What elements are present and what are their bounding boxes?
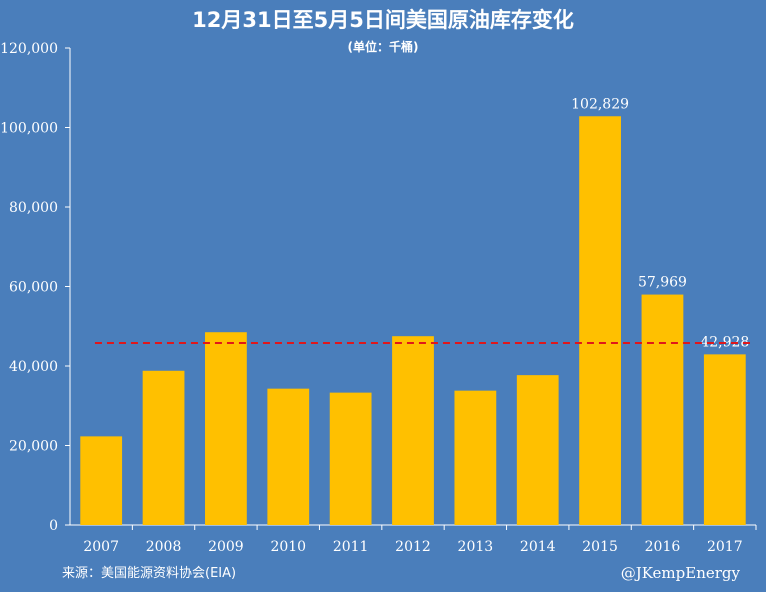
y-tick-label: 120,000 bbox=[0, 41, 58, 57]
x-tick-label: 2015 bbox=[582, 539, 618, 555]
x-tick-label: 2012 bbox=[395, 539, 431, 555]
y-tick-label: 0 bbox=[49, 518, 58, 534]
y-tick-label: 100,000 bbox=[0, 121, 58, 137]
y-tick-label: 80,000 bbox=[9, 200, 58, 216]
data-label: 57,969 bbox=[638, 275, 687, 291]
bar-2014 bbox=[516, 375, 559, 525]
x-tick-label: 2013 bbox=[458, 539, 494, 555]
bar-2016 bbox=[641, 294, 684, 525]
x-tick-label: 2014 bbox=[520, 539, 556, 555]
x-tick-label: 2007 bbox=[83, 539, 119, 555]
bar-2007 bbox=[80, 436, 123, 525]
chart-subtitle: (单位：千桶) bbox=[347, 40, 419, 54]
bar-2010 bbox=[267, 388, 310, 525]
x-tick-label: 2010 bbox=[270, 539, 306, 555]
chart-title: 12月31日至5月5日间美国原油库存变化 bbox=[192, 8, 574, 32]
x-tick-label: 2009 bbox=[208, 539, 244, 555]
source-note: 来源：美国能源资料协会(EIA) bbox=[62, 566, 237, 581]
bar-2017 bbox=[703, 354, 746, 525]
bar-2015 bbox=[579, 116, 621, 525]
x-tick-label: 2008 bbox=[146, 539, 182, 555]
bar-2008 bbox=[142, 370, 185, 525]
y-tick-label: 60,000 bbox=[9, 280, 58, 296]
data-label: 102,829 bbox=[571, 96, 629, 112]
bar-2012 bbox=[392, 336, 434, 525]
bar-2013 bbox=[454, 390, 497, 525]
credit-handle: @JKempEnergy bbox=[620, 564, 740, 582]
x-tick-label: 2016 bbox=[645, 539, 681, 555]
bar-2011 bbox=[329, 392, 372, 525]
bar-2009 bbox=[205, 332, 247, 525]
y-tick-label: 40,000 bbox=[9, 359, 58, 375]
x-tick-label: 2017 bbox=[707, 539, 743, 555]
y-tick-label: 20,000 bbox=[9, 439, 58, 455]
x-tick-label: 2011 bbox=[333, 539, 369, 555]
